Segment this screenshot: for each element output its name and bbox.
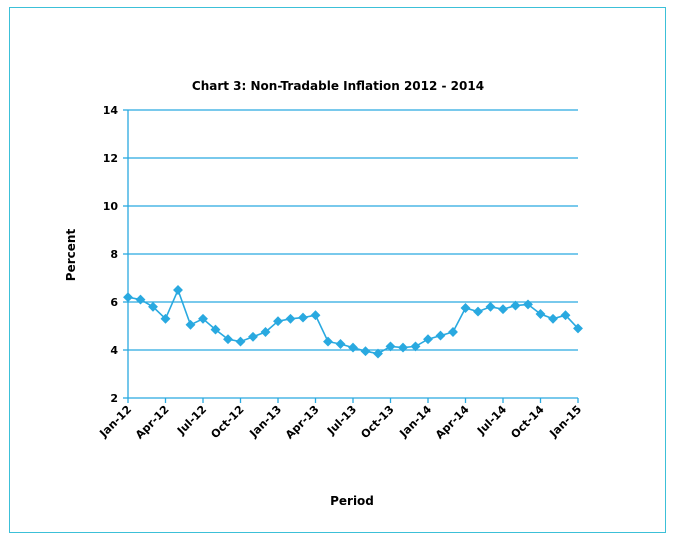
x-tick-label: Oct-12 [208,403,246,441]
data-point [423,334,433,345]
data-point [448,327,458,337]
data-point [160,313,171,324]
y-tick-label: 6 [110,296,118,309]
data-point [560,310,571,321]
x-tick-label: Jul-13 [324,403,359,438]
x-tick-label: Apr-13 [283,403,322,442]
x-tick-label: Oct-13 [358,403,396,441]
data-point [548,313,558,324]
data-point [285,313,296,324]
y-tick-label: 12 [103,152,118,165]
chart-title: Chart 3: Non-Tradable Inflation 2012 - 2… [192,79,484,93]
series-markers [123,285,583,359]
data-point [273,316,283,327]
data-point [360,346,371,357]
data-point [398,342,408,353]
y-tick-label: 4 [110,344,118,357]
x-tick-label: Jan-12 [96,403,134,441]
data-point [435,330,446,341]
y-tick-label: 10 [103,200,119,213]
data-point [323,336,333,347]
axes [123,109,579,403]
data-point [535,309,546,319]
y-axis-label: Percent [64,229,78,282]
chart-frame [9,7,666,533]
data-point [310,310,321,321]
data-point [198,313,208,324]
data-point [123,292,133,303]
x-tick-label: Apr-12 [133,403,172,442]
data-point [260,327,271,337]
data-point [298,312,308,323]
y-tick-label: 2 [110,392,118,405]
gridlines [128,109,578,351]
data-point [135,294,146,305]
x-tick-label: Jul-14 [474,403,509,438]
data-point [510,300,521,311]
data-point [485,301,496,312]
data-point [173,285,183,295]
data-point [573,323,583,334]
data-point [148,301,158,312]
data-point [248,331,258,342]
y-tick-label: 8 [110,248,118,261]
data-point [185,319,196,330]
x-tick-label: Jul-12 [174,403,209,438]
x-tick-label: Oct-14 [508,403,546,441]
data-point [473,306,483,317]
data-point [523,299,533,310]
data-point [235,336,246,347]
y-tick-labels: 2 4 6 8 10 12 14 [103,104,119,405]
x-tick-label: Jan-14 [396,403,434,441]
x-axis-label: Period [330,494,374,508]
data-point [335,339,346,349]
x-tick-label: Jan-15 [546,403,584,441]
data-point [498,304,508,315]
data-point [348,342,358,353]
data-point [223,334,233,345]
data-point [210,324,221,335]
data-point [373,348,383,359]
y-tick-label: 14 [103,104,119,117]
data-point [410,341,421,352]
data-point [385,341,396,352]
data-point [460,303,471,313]
x-tick-label: Apr-14 [433,403,472,442]
x-tick-label: Jan-13 [246,403,284,441]
